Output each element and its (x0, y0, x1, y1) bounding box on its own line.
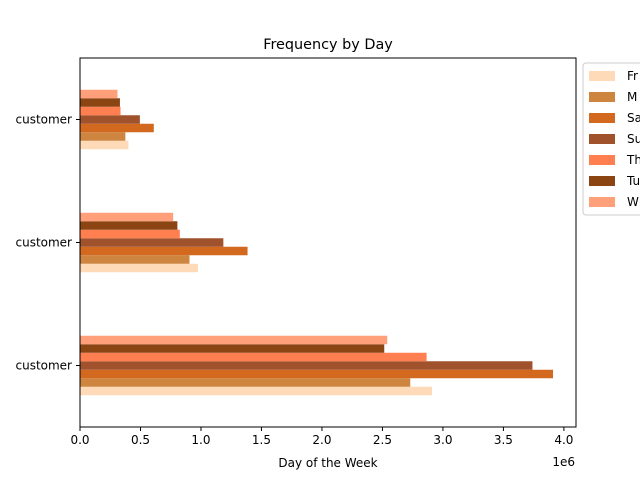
bar (80, 229, 180, 239)
bar (80, 115, 140, 124)
x-tick-label: 2.5 (373, 433, 392, 447)
bar (80, 246, 248, 256)
bar (80, 106, 121, 116)
legend-label: Th (626, 153, 640, 167)
bar (80, 361, 533, 370)
bar (80, 221, 178, 230)
bar (80, 89, 118, 99)
x-tick-label: 3.5 (494, 433, 513, 447)
legend-label: Fr (627, 69, 638, 83)
bar (80, 212, 174, 222)
y-tick-label: customer (15, 236, 72, 250)
bar (80, 255, 190, 264)
bar (80, 132, 126, 141)
legend-swatch (589, 155, 615, 165)
chart-title: Frequency by Day (263, 37, 393, 53)
bar (80, 238, 224, 247)
x-tick-label: 0.0 (70, 433, 89, 447)
bar (80, 123, 154, 133)
x-axis-ticks: 0.0 0.5 1.0 1.5 2.0 2.5 3.0 3.5 4.0 (70, 427, 573, 447)
y-tick-label: customer (15, 113, 72, 127)
x-tick-label: 4.0 (554, 433, 573, 447)
bar (80, 263, 198, 273)
x-tick-label: 0.5 (131, 433, 150, 447)
legend-label: W (627, 195, 639, 209)
legend-label: M (627, 90, 637, 104)
legend: Fr M Sa Su Th Tu W (582, 62, 640, 216)
x-axis-label: Day of the Week (278, 456, 377, 470)
bar (80, 344, 385, 353)
x-axis-offset-label: 1e6 (552, 455, 575, 469)
x-tick-label: 3.0 (433, 433, 452, 447)
legend-swatch (589, 113, 615, 123)
y-axis-ticks: customer customer customer (15, 113, 80, 373)
legend-swatch (589, 134, 615, 144)
bar (80, 98, 120, 107)
legend-swatch (589, 71, 615, 81)
bar (80, 378, 411, 387)
legend-swatch (589, 176, 615, 186)
x-tick-label: 2.0 (312, 433, 331, 447)
bar (80, 386, 433, 396)
bar (80, 335, 388, 345)
x-tick-label: 1.0 (191, 433, 210, 447)
bars-group (80, 89, 554, 396)
legend-label: Tu (626, 174, 640, 188)
x-tick-label: 1.5 (252, 433, 271, 447)
y-tick-label: customer (15, 359, 72, 373)
bar (80, 140, 129, 150)
bar (80, 352, 427, 362)
legend-items: Fr M Sa Su Th Tu W (589, 69, 640, 209)
legend-swatch (589, 92, 615, 102)
legend-swatch (589, 197, 615, 207)
legend-label: Sa (627, 111, 640, 125)
bar (80, 369, 554, 379)
legend-label: Su (627, 132, 640, 146)
